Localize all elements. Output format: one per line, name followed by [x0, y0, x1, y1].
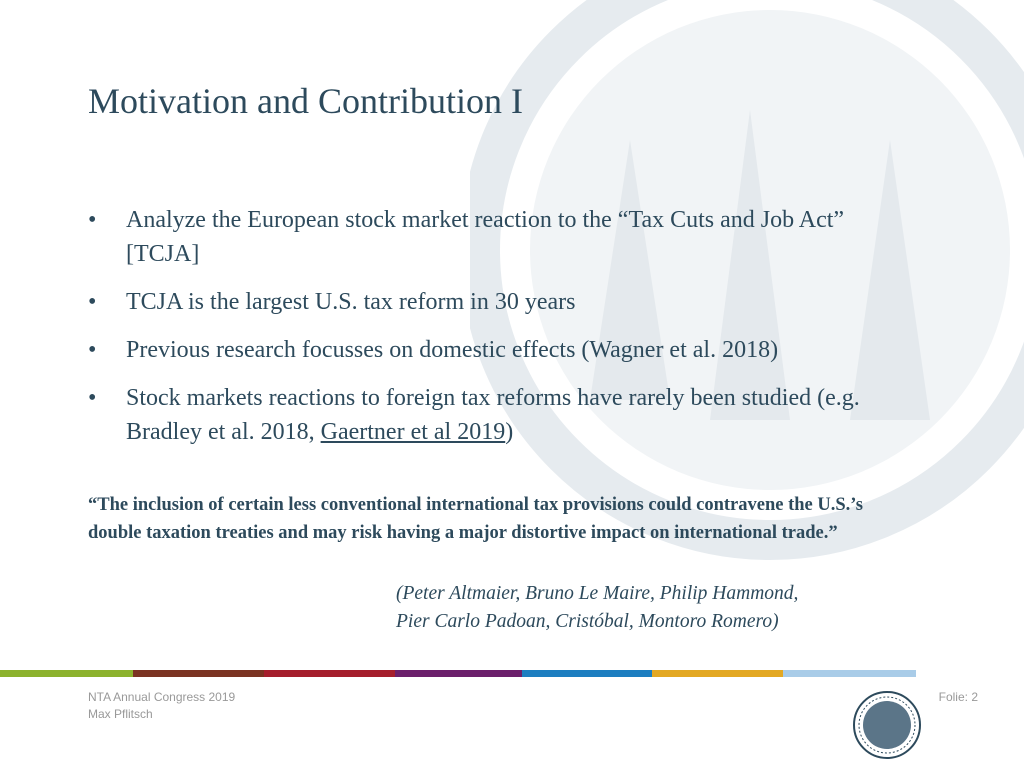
citation-link[interactable]: Gaertner et al 2019 — [320, 419, 506, 445]
bullet-text: Analyze the European stock market reacti… — [126, 207, 845, 267]
bullet: • Analyze the European stock market react… — [88, 207, 845, 267]
bullet-text: ) — [505, 419, 514, 445]
bullet-list: • Analyze the European stock market react… — [88, 203, 928, 463]
attribution-line: Pier Carlo Padoan, Cristóbal, Montoro Ro… — [396, 611, 779, 632]
footer-event: NTA Annual Congress 2019 — [88, 690, 236, 704]
quote: “The inclusion of certain less conventio… — [88, 495, 863, 543]
bullet: • Stock markets reactions to foreign tax … — [88, 385, 860, 445]
bullet: • Previous research focusses on domestic … — [88, 337, 779, 363]
bullet-text: TCJA is the largest U.S. tax reform in 3… — [126, 289, 576, 315]
slide-title: Motivation and Contribution I — [88, 81, 523, 121]
seal-logo — [853, 691, 921, 759]
bullet: • TCJA is the largest U.S. tax reform in … — [88, 289, 576, 315]
attribution-line: (Peter Altmaier, Bruno Le Maire, Philip … — [396, 583, 799, 604]
bullet-text: Previous research focusses on domestic e… — [126, 337, 779, 363]
seal-watermark — [470, 0, 1024, 560]
bullet-text: Stock markets reactions to foreign tax r… — [126, 385, 860, 445]
color-bar — [0, 670, 916, 677]
footer-author: Max Pflitsch — [88, 707, 153, 721]
slide-number: Folie: 2 — [938, 690, 978, 704]
attribution: (Peter Altmaier, Bruno Le Maire, Philip … — [396, 580, 798, 636]
